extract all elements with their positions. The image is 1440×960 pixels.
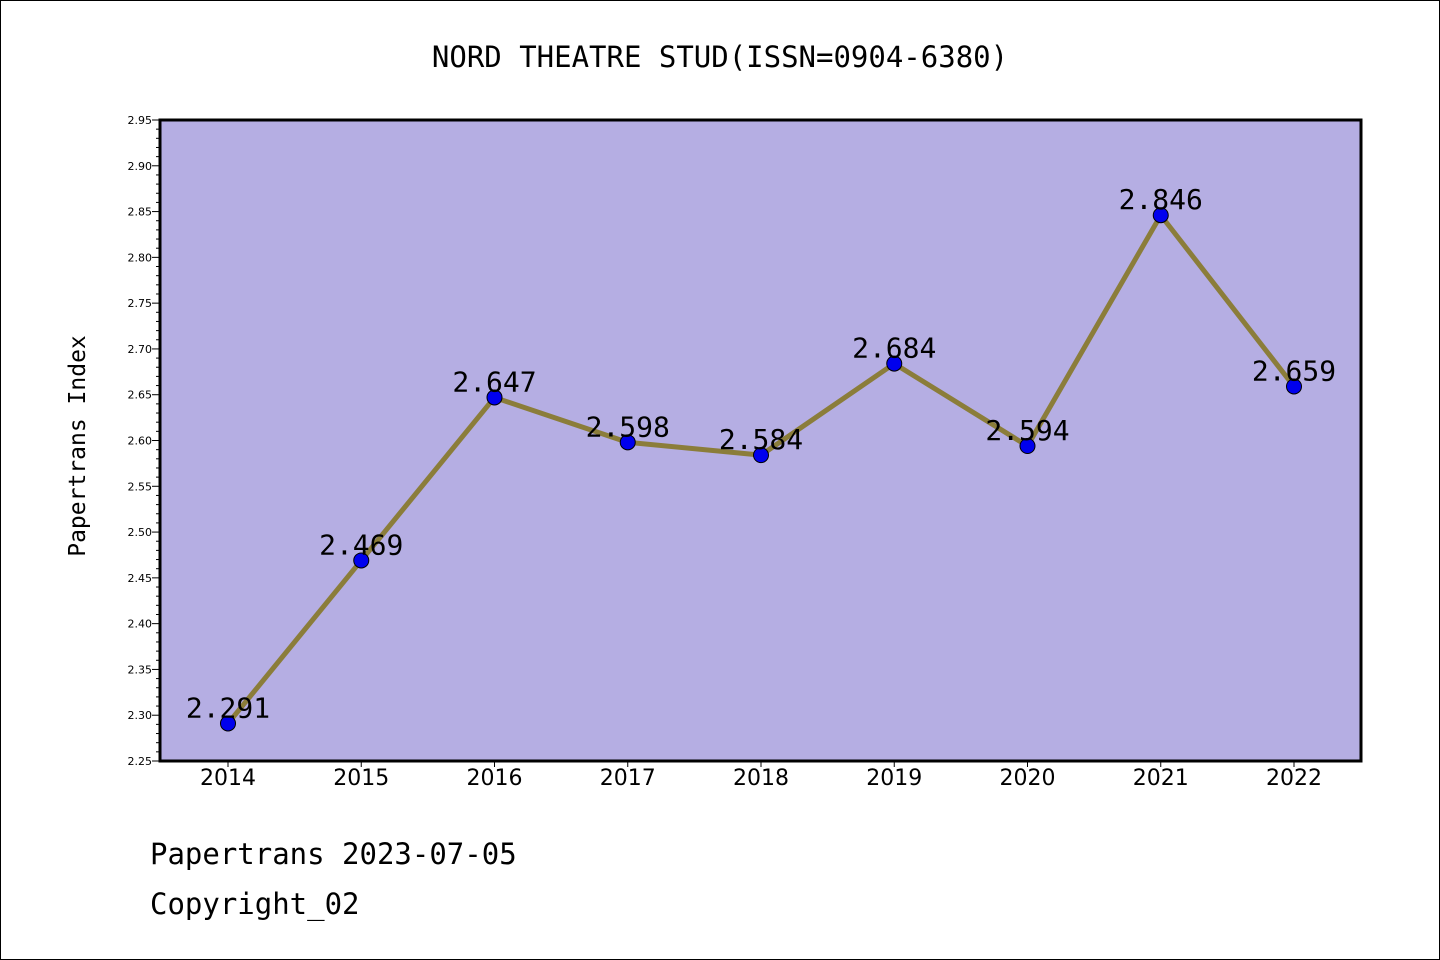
data-label: 2.659 <box>1252 354 1336 387</box>
x-tick-label: 2017 <box>600 766 656 791</box>
data-label: 2.846 <box>1119 183 1203 216</box>
data-point <box>220 715 236 732</box>
y-tick-label: 2.25 <box>128 755 153 768</box>
data-point <box>886 355 903 372</box>
x-tick-label: 2019 <box>866 766 922 791</box>
y-tick-label: 2.85 <box>128 206 153 219</box>
data-label: 2.291 <box>186 691 270 724</box>
x-axis: 2014 2015 2016 2017 2018 2019 2020 2021 2022 <box>200 761 1322 791</box>
x-tick-label: 2021 <box>1133 766 1189 791</box>
y-tick-label: 2.90 <box>128 160 153 173</box>
y-tick-label: 2.60 <box>128 435 153 448</box>
y-tick-label: 2.80 <box>128 251 153 264</box>
data-point <box>619 434 636 451</box>
y-tick-label: 2.30 <box>128 709 153 722</box>
data-point <box>486 389 503 406</box>
y-tick-label: 2.40 <box>128 618 153 631</box>
y-tick-label: 2.45 <box>128 572 153 585</box>
data-point <box>1286 378 1302 395</box>
y-axis: 2.25 2.30 2.35 2.40 2.45 2.50 2.55 2.60 2.65 2.70… <box>128 114 160 768</box>
y-tick-label: 2.65 <box>128 389 153 402</box>
data-label: 2.584 <box>719 423 803 456</box>
data-point <box>1019 437 1036 454</box>
x-tick-label: 2016 <box>467 766 523 791</box>
data-point <box>753 447 769 464</box>
y-tick-label: 2.50 <box>128 526 153 539</box>
x-tick-label: 2022 <box>1266 766 1322 791</box>
footer-copyright: Copyright_02 <box>150 887 360 922</box>
y-tick-label: 2.95 <box>128 114 153 127</box>
data-label: 2.469 <box>319 528 403 561</box>
footer-date: Papertrans 2023-07-05 <box>150 837 517 871</box>
data-label: 2.598 <box>586 410 670 443</box>
y-axis-label: Papertrans Index <box>65 335 91 557</box>
y-tick-label: 2.55 <box>128 480 153 493</box>
y-tick-label: 2.35 <box>128 663 153 676</box>
data-point <box>1152 207 1169 224</box>
x-tick-label: 2020 <box>1000 766 1056 791</box>
data-label: 2.684 <box>852 332 936 365</box>
data-label: 2.594 <box>985 414 1069 447</box>
plot-area <box>158 118 1363 763</box>
x-tick-label: 2015 <box>333 766 389 791</box>
x-tick-label: 2018 <box>733 766 789 791</box>
data-point <box>353 552 370 569</box>
data-label: 2.647 <box>452 365 536 398</box>
y-tick-label: 2.75 <box>128 297 153 310</box>
x-tick-label: 2014 <box>200 766 256 791</box>
y-tick-label: 2.70 <box>128 343 153 356</box>
series: 2.291 2.469 2.647 2.598 2.584 2.684 2.594 2.846… <box>186 183 1336 732</box>
chart-title: NORD THEATRE STUD(ISSN=0904-6380) <box>432 40 1008 74</box>
